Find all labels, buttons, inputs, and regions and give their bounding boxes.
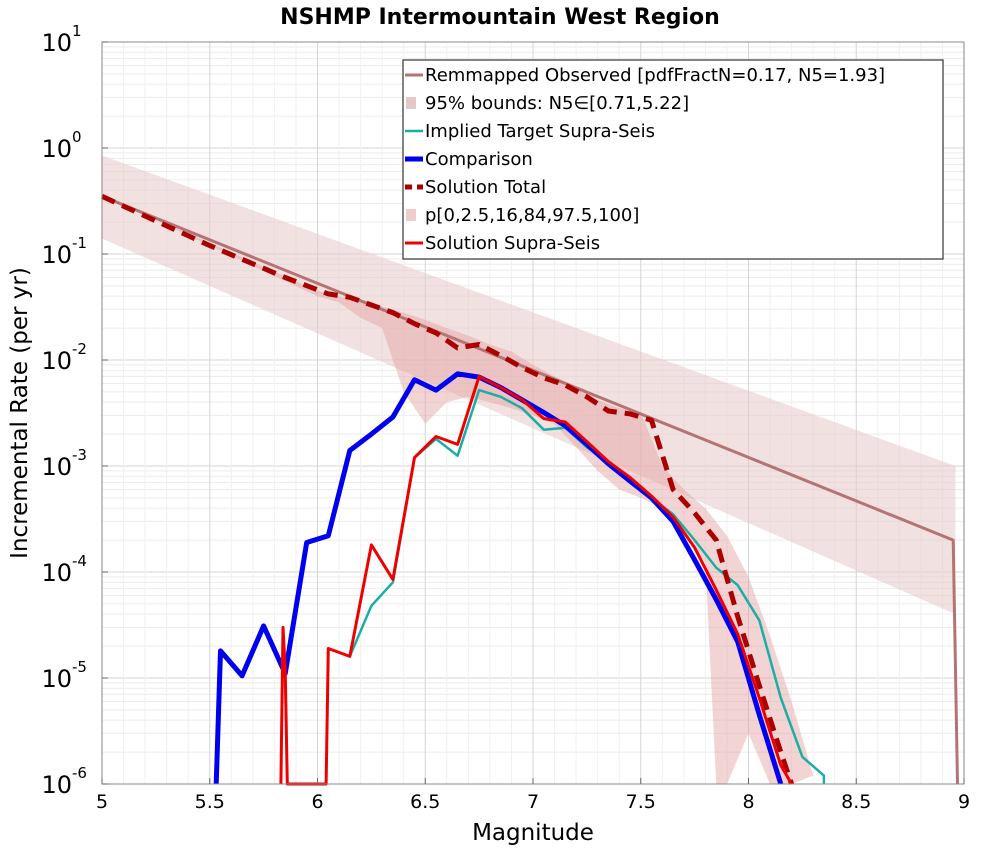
legend-label: 95% bounds: N5∈[0.71,5.22]	[425, 93, 689, 114]
legend-label: Solution Total	[425, 177, 546, 198]
y-tick-label-base: 10	[41, 771, 72, 799]
x-tick-label: 5.5	[195, 791, 225, 813]
y-tick-label-base: 10	[41, 665, 72, 693]
legend-label: Solution Supra-Seis	[425, 233, 600, 254]
x-tick-label: 7	[527, 791, 539, 813]
legend-label: p[0,2.5,16,84,97.5,100]	[425, 205, 639, 226]
x-tick-label: 8	[742, 791, 754, 813]
legend-label: Remmapped Observed [pdfFractN=0.17, N5=1…	[425, 65, 885, 86]
legend-box	[402, 59, 944, 260]
y-tick-label-exponent: -5	[72, 658, 87, 676]
y-tick-label-base: 10	[41, 347, 72, 375]
legend-swatch-band	[406, 97, 416, 109]
data-series	[100, 194, 959, 786]
x-tick-label: 6.5	[410, 791, 440, 813]
y-tick-label-base: 10	[41, 135, 72, 163]
chart-title: NSHMP Intermountain West Region	[280, 5, 720, 30]
y-tick-label-base: 10	[41, 29, 72, 57]
x-axis-ticks: 5 5.5 6 6.5 7 7.5 8 8.5 9	[96, 778, 970, 813]
y-tick-label-exponent: 0	[72, 128, 82, 146]
y-tick-label-base: 10	[41, 241, 72, 269]
legend-label: Comparison	[425, 149, 533, 170]
legend-swatch-band	[406, 209, 416, 221]
legend: Remmapped Observed [pdfFractN=0.17, N5=1…	[402, 59, 944, 260]
y-tick-label-exponent: -6	[72, 764, 87, 782]
y-tick-label-base: 10	[41, 559, 72, 587]
series-line-4	[279, 374, 793, 786]
x-tick-label: 5	[96, 791, 108, 813]
y-tick-label-exponent: -1	[72, 234, 87, 252]
x-tick-label: 8.5	[841, 791, 871, 813]
series-line-0	[101, 194, 959, 785]
y-axis-label: Incremental Rate (per yr)	[7, 267, 33, 559]
x-tick-label: 9	[958, 791, 970, 813]
series-line-3	[100, 194, 794, 785]
x-tick-label: 6	[311, 791, 323, 813]
y-tick-label-base: 10	[41, 453, 72, 481]
x-tick-label: 7.5	[626, 791, 656, 813]
y-tick-label-exponent: -2	[72, 340, 87, 358]
legend-label: Implied Target Supra-Seis	[425, 121, 655, 142]
x-axis-label: Magnitude	[472, 820, 594, 846]
band-0	[102, 155, 956, 615]
y-tick-label-exponent: -3	[72, 446, 87, 464]
y-tick-label-exponent: 1	[72, 22, 82, 40]
y-tick-label-exponent: -4	[72, 552, 87, 570]
